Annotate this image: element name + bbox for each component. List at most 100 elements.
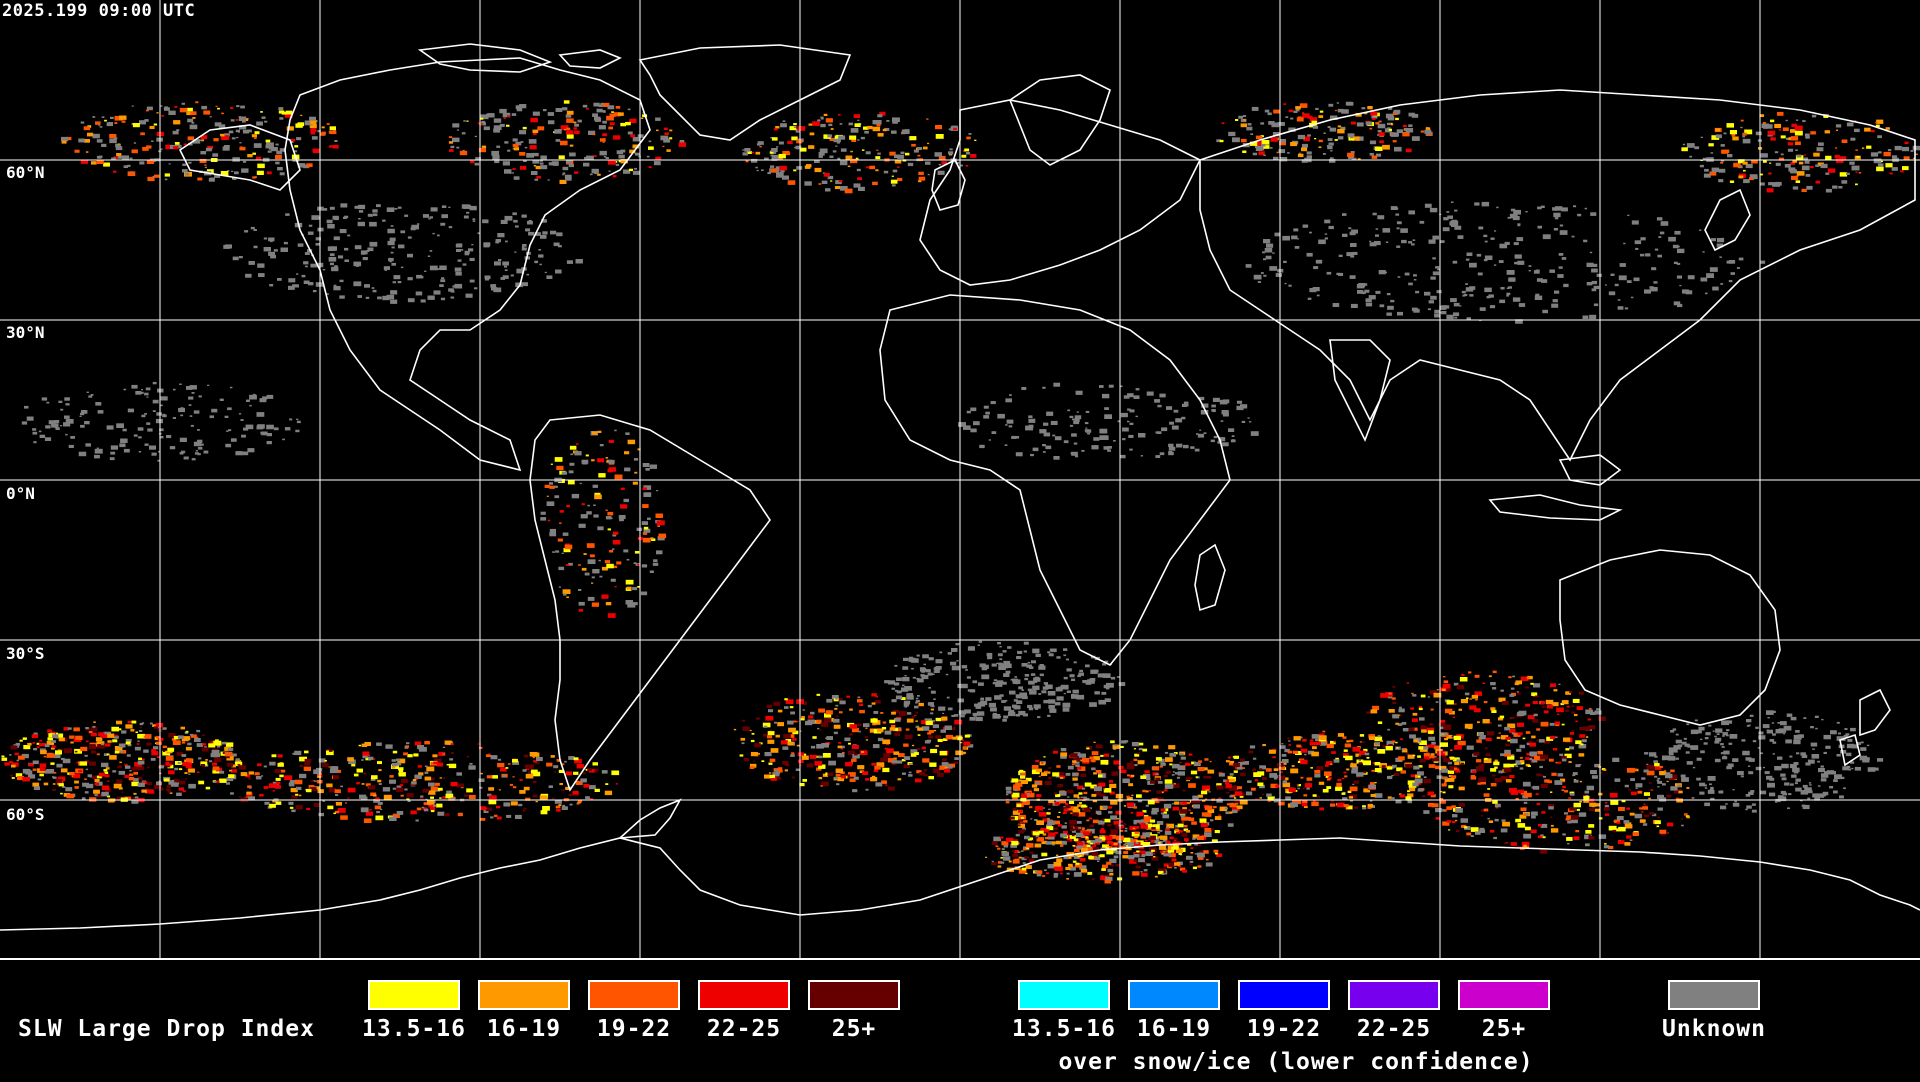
cloud-pixel <box>802 779 807 782</box>
cloud-pixel <box>389 237 396 242</box>
cloud-pixel <box>1369 140 1377 145</box>
cloud-pixel <box>138 730 143 732</box>
cloud-pixel <box>1145 851 1153 856</box>
cloud-pixel <box>436 803 443 808</box>
cloud-pixel <box>246 399 250 402</box>
cloud-pixel <box>441 205 447 208</box>
cloud-pixel <box>749 729 752 732</box>
cloud-pixel <box>1428 300 1434 304</box>
cloud-pixel <box>1156 762 1159 764</box>
cloud-pixel <box>1444 782 1447 784</box>
cloud-pixel <box>1499 299 1506 304</box>
cloud-pixel <box>1179 753 1184 756</box>
cloud-pixel <box>1057 784 1063 788</box>
cloud-pixel <box>1233 763 1240 767</box>
cloud-pixel <box>314 786 320 790</box>
cloud-pixel <box>1342 736 1347 739</box>
cloud-pixel <box>348 759 356 765</box>
cloud-pixel <box>164 173 170 177</box>
cloud-pixel <box>238 413 242 415</box>
cloud-pixel <box>564 544 573 550</box>
cloud-pixel <box>582 461 588 465</box>
cloud-pixel <box>1646 770 1655 776</box>
cloud-pixel <box>1466 832 1472 836</box>
cloud-pixel <box>1210 439 1215 443</box>
cloud-pixel <box>1129 448 1133 451</box>
cloud-pixel <box>818 151 825 156</box>
cloud-pixel <box>304 762 310 766</box>
cloud-pixel <box>795 768 800 771</box>
cloud-pixel <box>891 762 897 766</box>
cloud-pixel <box>168 733 176 738</box>
cloud-pixel <box>1073 757 1081 762</box>
cloud-pixel <box>1126 762 1134 767</box>
cloud-pixel <box>239 125 247 130</box>
cloud-pixel <box>121 120 126 123</box>
cloud-pixel <box>74 149 80 153</box>
cloud-pixel <box>365 296 370 299</box>
cloud-pixel <box>825 710 833 715</box>
map-canvas <box>0 0 1920 958</box>
cloud-pixel <box>1766 188 1774 193</box>
cloud-pixel <box>135 731 138 733</box>
cloud-pixel <box>502 161 510 166</box>
cloud-pixel <box>1021 779 1028 784</box>
cloud-pixel <box>1709 267 1718 272</box>
cloud-pixel <box>1562 833 1566 836</box>
cloud-pixel <box>1623 242 1626 245</box>
cloud-pixel <box>1311 734 1320 739</box>
cloud-pixel <box>1326 145 1330 147</box>
cloud-pixel <box>407 277 413 281</box>
cloud-pixel <box>991 431 997 434</box>
cloud-pixel <box>562 589 571 594</box>
cloud-pixel <box>1231 435 1235 437</box>
cloud-pixel <box>1155 757 1162 761</box>
cloud-pixel <box>382 295 390 301</box>
cloud-pixel <box>1591 263 1598 267</box>
cloud-pixel <box>1349 231 1356 236</box>
cloud-pixel <box>1532 719 1539 723</box>
cloud-pixel <box>1392 764 1397 768</box>
cloud-pixel <box>414 741 422 746</box>
cloud-pixel <box>87 132 94 137</box>
cloud-pixel <box>521 246 525 248</box>
cloud-pixel <box>188 161 192 164</box>
cloud-pixel <box>1197 433 1205 438</box>
cloud-pixel <box>153 746 159 750</box>
cloud-pixel <box>1031 784 1038 788</box>
cloud-pixel <box>406 742 410 745</box>
cloud-pixel <box>641 521 648 525</box>
cloud-pixel <box>1513 763 1517 766</box>
cloud-pixel <box>847 165 851 168</box>
cloud-pixel <box>240 105 245 109</box>
cloud-pixel <box>317 130 321 133</box>
cloud-pixel <box>457 259 462 262</box>
cloud-pixel <box>556 232 563 237</box>
cloud-pixel <box>1169 763 1173 766</box>
cloud-pixel <box>1350 255 1355 258</box>
cloud-pixel <box>1549 722 1555 726</box>
cloud-pixel <box>550 230 557 235</box>
cloud-pixel <box>220 171 229 176</box>
cloud-pixel <box>286 126 294 131</box>
cloud-pixel <box>166 785 171 788</box>
cloud-pixel <box>1077 766 1086 771</box>
cloud-pixel <box>577 119 582 123</box>
cloud-pixel <box>1666 780 1669 783</box>
cloud-pixel <box>853 776 859 780</box>
cloud-pixel <box>156 736 161 739</box>
cloud-pixel <box>1307 297 1312 300</box>
cloud-pixel <box>1804 133 1810 137</box>
cloud-pixel <box>917 147 923 150</box>
cloud-pixel <box>1423 810 1430 814</box>
cloud-pixel <box>481 145 487 149</box>
cloud-pixel <box>191 122 195 124</box>
cloud-pixel <box>1077 812 1086 817</box>
cloud-pixel <box>788 727 796 733</box>
cloud-pixel <box>643 526 649 530</box>
cloud-pixel <box>1759 182 1765 186</box>
cloud-pixel <box>1419 747 1428 752</box>
cloud-pixel <box>1252 757 1257 760</box>
cloud-pixel <box>952 736 958 740</box>
cloud-pixel <box>1382 745 1388 748</box>
